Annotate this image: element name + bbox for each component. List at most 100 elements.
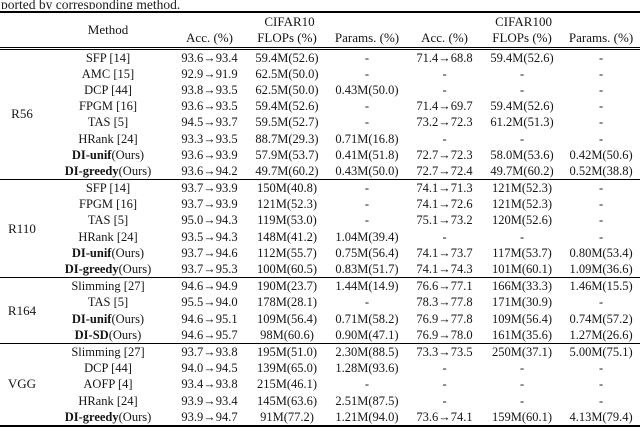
- value-cell: 73.6→74.1: [416, 409, 473, 424]
- value-cell: 73.2→72.3: [416, 115, 473, 130]
- method-cell: HRank [24]: [78, 393, 138, 408]
- row-group-label: R164: [0, 277, 44, 344]
- table-row: DI-greedy(Ours) 93.6→94.2 49.7M(60.2) 0.43M…: [0, 162, 640, 180]
- method-cell: DI-SD(Ours): [44, 326, 172, 344]
- value-cell: 0.42M(50.6): [569, 147, 633, 162]
- table-row: AMC [15] 92.9→91.9 62.5M(50.0) - - - -: [0, 66, 640, 82]
- value-cell: -: [364, 197, 370, 212]
- value-cell: -: [598, 115, 604, 130]
- table-row: HRank [24] 93.3→93.5 88.7M(29.3) 0.71M(16.8…: [0, 130, 640, 146]
- method-name-bold: DI-greedy: [64, 409, 119, 424]
- method-cell: DI-unif(Ours): [44, 311, 172, 327]
- value-cell: 250M(37.1): [491, 344, 553, 359]
- value-cell: -: [519, 131, 525, 146]
- value-cell: 159M(60.1): [491, 409, 553, 424]
- table-row: HRank [24] 93.5→94.3 148M(41.2) 1.04M(39.4)…: [0, 229, 640, 245]
- value-cell: 0.71M(16.8): [335, 131, 399, 146]
- pruning-results-table: Method CIFAR10 CIFAR100 Acc. (%) FLOPs (…: [0, 11, 640, 427]
- value-cell: -: [364, 377, 370, 392]
- value-cell: -: [598, 181, 604, 196]
- value-cell: 58.0M(53.6): [490, 147, 554, 162]
- value-cell: 1.04M(39.4): [335, 229, 399, 244]
- value-cell: 215M(46.1): [256, 377, 318, 392]
- results-table-body: R56 SFP [14] 93.6→93.4 59.4M(52.6) - 71.4→68.…: [0, 48, 640, 426]
- value-cell: -: [442, 131, 447, 146]
- value-cell: -: [598, 197, 604, 212]
- table-row: R110 SFP [14] 93.7→93.9 150M(40.8) - 74.1→71.…: [0, 179, 640, 279]
- value-cell: -: [519, 229, 525, 244]
- value-cell: 61.2M(51.3): [490, 115, 554, 130]
- value-cell: 0.71M(58.2): [335, 311, 399, 326]
- method-cell: DCP [44]: [84, 82, 132, 97]
- value-cell: 88.7M(29.3): [255, 131, 319, 146]
- value-cell: 76.6→77.1: [416, 279, 473, 294]
- value-cell: 0.75M(56.4): [335, 245, 399, 260]
- value-cell: 94.5→93.7: [181, 115, 238, 130]
- method-name-bold: DI-unif: [71, 245, 112, 260]
- dataset-header-row: Method CIFAR10 CIFAR100: [0, 12, 640, 50]
- value-cell: -: [364, 115, 370, 130]
- value-cell: 93.3→93.5: [181, 131, 238, 146]
- method-cell: DI-unif(Ours): [44, 147, 172, 163]
- cifar100-acc-header: Acc. (%): [407, 30, 483, 50]
- table-row: HRank [24] 93.9→93.4 145M(63.6) 2.51M(87.5)…: [0, 392, 640, 408]
- value-cell: 73.3→73.5: [416, 344, 473, 359]
- value-cell: 148M(41.2): [256, 229, 318, 244]
- value-cell: 178M(28.1): [256, 295, 318, 310]
- value-cell: -: [598, 393, 604, 408]
- value-cell: 121M(52.3): [256, 197, 318, 212]
- value-cell: 49.7M(60.2): [482, 162, 563, 180]
- value-cell: 62.5M(50.0): [255, 66, 319, 81]
- method-cell: DI-greedy(Ours): [44, 162, 172, 180]
- value-cell: 93.6→93.4: [181, 50, 238, 65]
- value-cell: 0.80M(53.4): [569, 245, 633, 260]
- method-cell: DCP [44]: [84, 361, 132, 376]
- table-row: TAS [5] 95.0→94.3 119M(53.0) - 75.1→73.2 120M…: [0, 212, 640, 228]
- table-row: DI-SD(Ours) 94.6→95.7 98M(60.6) 0.90M(47.1)…: [0, 326, 640, 344]
- value-cell: 93.6→93.5: [181, 99, 238, 114]
- value-cell: -: [442, 393, 447, 408]
- value-cell: 93.6→94.2: [172, 162, 247, 180]
- value-cell: 49.7M(60.2): [247, 162, 327, 180]
- value-cell: 2.51M(87.5): [335, 393, 399, 408]
- value-cell: 121M(52.3): [491, 197, 553, 212]
- value-cell: -: [598, 82, 604, 97]
- value-cell: -: [442, 229, 447, 244]
- value-cell: 0.83M(51.7): [327, 260, 408, 279]
- method-cell: SFP [14]: [85, 181, 131, 196]
- value-cell: 74.1→73.7: [416, 245, 473, 260]
- method-cell: FPGM [16]: [79, 99, 137, 114]
- value-cell: 109M(56.4): [491, 311, 553, 326]
- value-cell: 100M(60.5): [247, 260, 327, 279]
- value-cell: 93.8→93.5: [181, 82, 238, 97]
- value-cell: 120M(52.6): [491, 213, 553, 228]
- value-cell: 74.1→74.3: [407, 260, 483, 279]
- method-cell: Slimming [27]: [71, 279, 145, 294]
- value-cell: 57.9M(53.7): [255, 147, 319, 162]
- value-cell: -: [598, 295, 604, 310]
- value-cell: 71.4→68.8: [416, 50, 473, 65]
- value-cell: 76.9→77.8: [416, 311, 473, 326]
- value-cell: -: [519, 82, 525, 97]
- value-cell: -: [442, 361, 447, 376]
- table-row: TAS [5] 95.5→94.0 178M(28.1) - 78.3→77.8 171M…: [0, 294, 640, 310]
- value-cell: 166M(33.3): [491, 279, 553, 294]
- value-cell: 94.0→94.5: [181, 361, 238, 376]
- value-cell: -: [364, 181, 370, 196]
- value-cell: -: [598, 131, 604, 146]
- value-cell: 93.9→94.7: [181, 409, 238, 424]
- method-name-bold: DI-unif: [71, 311, 112, 326]
- value-cell: 4.13M(79.4): [569, 409, 633, 424]
- value-cell: 93.5→94.3: [181, 229, 238, 244]
- value-cell: 93.7→93.9: [181, 197, 238, 212]
- method-name-suffix: (Ours): [118, 262, 152, 277]
- value-cell: 75.1→73.2: [416, 213, 473, 228]
- table-header: Method CIFAR10 CIFAR100 Acc. (%) FLOPs (…: [0, 12, 640, 50]
- table-row: DI-unif(Ours) 93.6→93.9 57.9M(53.7) 0.41M(5…: [0, 147, 640, 163]
- method-cell: HRank [24]: [78, 229, 138, 244]
- value-cell: 117M(53.7): [492, 245, 552, 260]
- table-row: FPGM [16] 93.6→93.5 59.4M(52.6) - 71.4→69.7 5…: [0, 98, 640, 114]
- value-cell: -: [442, 82, 447, 97]
- method-cell: DI-greedy(Ours): [44, 409, 172, 426]
- method-cell: TAS [5]: [87, 213, 129, 228]
